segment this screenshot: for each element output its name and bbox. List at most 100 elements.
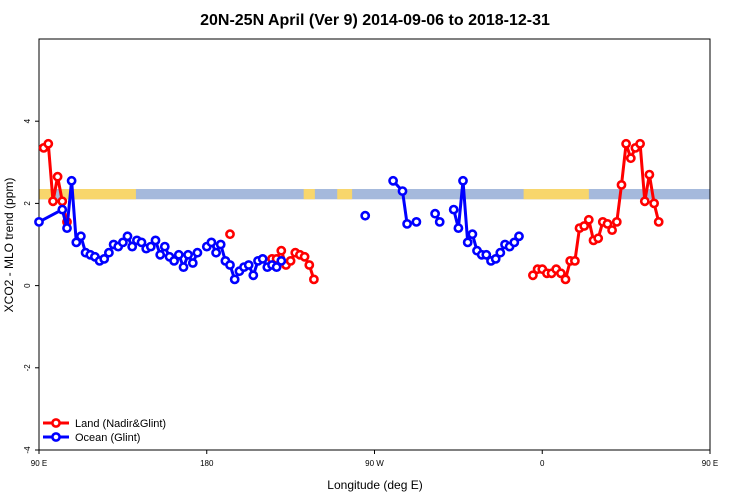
data-point — [514, 231, 524, 242]
band-land — [337, 189, 353, 200]
y-tick-label: 4 — [23, 118, 32, 123]
series-group — [34, 138, 664, 285]
data-point — [34, 216, 44, 227]
data-point — [453, 223, 464, 233]
data-point — [602, 218, 613, 229]
series-line — [531, 142, 661, 281]
band-land — [61, 189, 136, 200]
axes: 90 E 180 90 W 0 90 E 4 2 0 -2 -4 — [23, 118, 718, 468]
x-tick-label: 90 E — [702, 459, 718, 468]
data-point — [215, 239, 226, 250]
data-point — [607, 225, 617, 235]
data-point — [43, 138, 54, 149]
data-point — [62, 223, 72, 233]
data-point — [593, 233, 604, 244]
data-point — [225, 260, 235, 270]
x-tick-label: 0 — [540, 459, 545, 468]
series-land — [38, 138, 664, 285]
data-point — [528, 270, 538, 281]
data-point — [556, 268, 566, 279]
x-tick-label: 90 W — [365, 459, 384, 468]
data-point — [635, 138, 645, 149]
y-tick-label: 0 — [23, 283, 32, 288]
data-point — [57, 196, 68, 207]
data-point — [66, 175, 77, 186]
legend-label: Ocean (Glint) — [75, 432, 140, 444]
data-point — [276, 255, 287, 266]
data-point — [99, 253, 110, 264]
data-point — [495, 247, 506, 258]
data-point — [257, 253, 268, 264]
data-point — [169, 255, 179, 266]
data-point — [308, 274, 319, 285]
data-point — [243, 260, 254, 270]
data-point — [397, 186, 408, 196]
data-point — [225, 229, 235, 240]
data-point — [462, 237, 473, 248]
data-point — [430, 208, 440, 219]
data-point — [299, 251, 310, 262]
data-point — [211, 247, 221, 258]
data-point — [178, 262, 189, 272]
data-point — [192, 247, 203, 258]
legend-label: Land (Nadir&Glint) — [75, 418, 166, 430]
data-point — [183, 249, 193, 260]
chart-title: 20N-25N April (Ver 9) 2014-09-06 to 2018… — [200, 12, 550, 29]
data-point — [583, 214, 594, 225]
data-point — [448, 204, 459, 215]
legend-swatch-marker — [51, 432, 61, 442]
data-point — [625, 153, 636, 164]
data-point — [621, 138, 631, 149]
data-point — [616, 179, 627, 190]
data-point — [145, 241, 156, 252]
data-point — [155, 249, 166, 260]
data-point — [122, 231, 133, 242]
band-land — [39, 189, 56, 200]
data-point — [159, 241, 170, 252]
legend: Land (Nadir&Glint) Ocean (Glint) — [43, 418, 166, 444]
x-tick-label: 180 — [200, 459, 214, 468]
data-point — [644, 169, 655, 180]
data-point — [611, 216, 622, 227]
data-point — [76, 231, 86, 242]
data-point — [434, 216, 445, 227]
series-ocean — [34, 175, 524, 285]
data-point — [206, 237, 217, 248]
x-tick-label: 90 E — [31, 459, 47, 468]
data-point — [458, 175, 468, 186]
data-point — [285, 255, 296, 266]
data-point — [560, 274, 571, 285]
data-point — [509, 237, 520, 248]
y-tick-label: 2 — [23, 201, 32, 206]
data-point — [276, 245, 287, 256]
data-point — [271, 262, 282, 272]
data-point — [248, 270, 259, 281]
data-point — [229, 274, 240, 285]
data-point — [187, 258, 198, 268]
x-axis-label: Longitude (deg E) — [327, 478, 422, 492]
data-point — [481, 249, 492, 260]
data-point — [127, 241, 138, 252]
data-point — [649, 198, 659, 209]
data-point — [570, 255, 580, 266]
band-land — [523, 189, 589, 200]
data-point — [388, 175, 398, 186]
data-point — [411, 216, 422, 227]
y-tick-label: -4 — [23, 446, 32, 454]
data-point — [653, 216, 664, 227]
data-point — [52, 171, 63, 182]
data-point — [579, 221, 590, 231]
data-point — [304, 260, 315, 270]
data-point — [48, 196, 58, 207]
data-point — [360, 210, 371, 221]
data-point — [118, 237, 128, 248]
y-axis-label: XCO2 - MLO trend (ppm) — [2, 178, 16, 313]
data-point — [402, 218, 412, 229]
data-point — [639, 196, 650, 207]
data-point — [57, 204, 68, 215]
band-land — [303, 189, 315, 200]
data-point — [173, 249, 184, 260]
data-point — [150, 235, 161, 246]
data-point — [467, 229, 478, 240]
